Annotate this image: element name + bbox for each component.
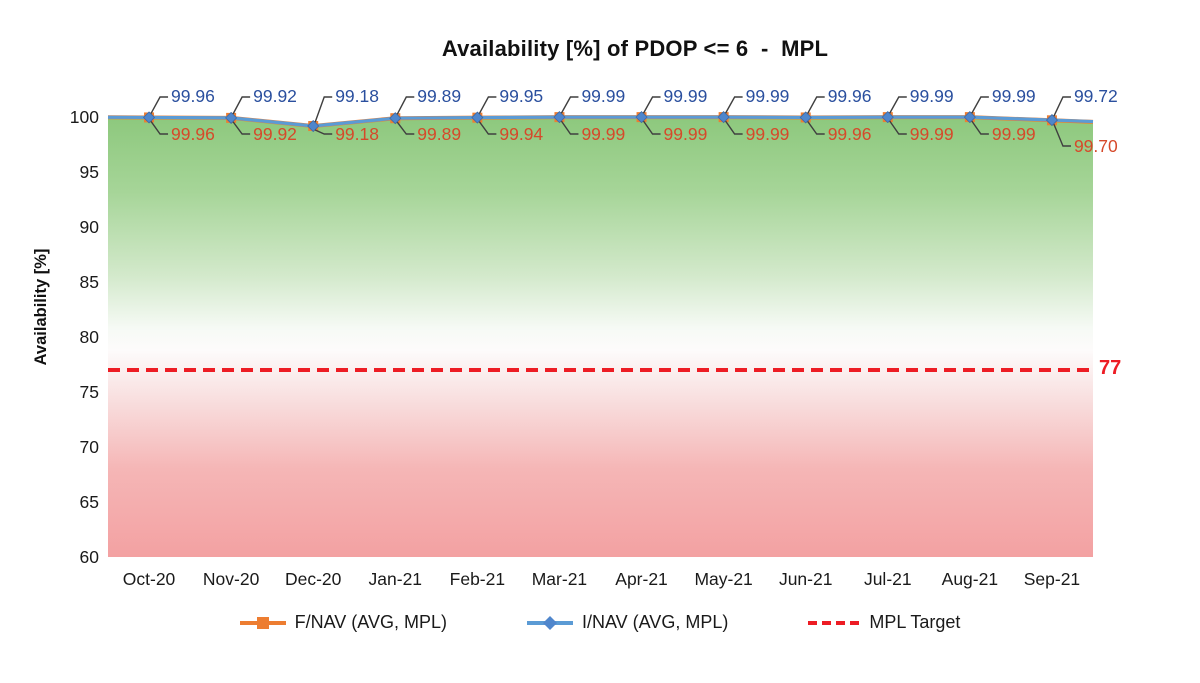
inav-label-leader-line xyxy=(396,96,415,115)
y-axis-title: Availability [%] xyxy=(32,249,50,366)
x-axis-tick-label: Jan-21 xyxy=(369,569,423,589)
fnav-data-label: 99.18 xyxy=(335,124,379,144)
fnav-label-leader-line xyxy=(478,121,497,135)
legend-item-fnav: F/NAV (AVG, MPL) xyxy=(239,612,447,633)
inav-data-label: 99.72 xyxy=(1074,86,1118,106)
x-axis-tick-label: Aug-21 xyxy=(942,569,998,589)
inav-line xyxy=(107,115,1094,128)
fnav-data-label: 99.89 xyxy=(417,124,461,144)
x-axis-tick-label: Nov-20 xyxy=(203,569,260,589)
fnav-data-label: 99.70 xyxy=(1074,136,1118,156)
inav-data-label: 99.18 xyxy=(335,86,379,106)
fnav-label-leader-line xyxy=(642,120,661,135)
fnav-label-leader-line xyxy=(232,121,251,135)
x-axis-tick-label: Jul-21 xyxy=(864,569,912,589)
y-axis-tick-label: 75 xyxy=(80,382,99,402)
fnav-label-leader-line xyxy=(314,129,333,135)
inav-data-label: 99.95 xyxy=(499,86,543,106)
fnav-data-label: 99.99 xyxy=(664,124,708,144)
inav-data-label: 99.99 xyxy=(581,86,625,106)
fnav-data-label: 99.99 xyxy=(910,124,954,144)
y-axis-tick-label: 65 xyxy=(80,492,99,512)
x-axis-tick-label: Mar-21 xyxy=(532,569,587,589)
fnav-line-square-icon xyxy=(239,616,286,629)
inav-diamond-marker xyxy=(717,111,730,124)
x-axis-tick-label: Oct-20 xyxy=(123,569,176,589)
x-axis-tick-label: May-21 xyxy=(694,569,752,589)
fnav-label-leader-line xyxy=(807,121,825,135)
inav-data-label: 99.92 xyxy=(253,86,297,106)
legend-label-target: MPL Target xyxy=(869,612,961,632)
inav-label-leader-line xyxy=(314,96,333,123)
target-value-label: 77 xyxy=(1099,357,1122,379)
inav-label-leader-line xyxy=(478,96,497,114)
inav-label-leader-line xyxy=(971,96,989,114)
inav-label-leader-line xyxy=(560,96,579,114)
fnav-data-label: 99.99 xyxy=(746,124,790,144)
legend: F/NAV (AVG, MPL) I/NAV (AVG, MPL) MPL Ta… xyxy=(0,612,1200,633)
x-axis-tick-label: Dec-20 xyxy=(285,569,342,589)
x-axis-tick-label: Sep-21 xyxy=(1024,569,1080,589)
x-axis-tick-label: Apr-21 xyxy=(615,569,668,589)
legend-label-inav: I/NAV (AVG, MPL) xyxy=(581,612,729,632)
chart-title: Availability [%] of PDOP <= 6 - MPL xyxy=(441,36,829,61)
inav-data-label: 99.96 xyxy=(171,86,215,106)
y-axis-tick-label: 90 xyxy=(80,217,100,237)
inav-diamond-marker xyxy=(881,111,894,124)
fnav-data-label: 99.96 xyxy=(171,124,215,144)
inav-diamond-marker xyxy=(799,111,812,124)
inav-data-label: 99.99 xyxy=(746,86,790,106)
fnav-data-label: 99.99 xyxy=(581,124,625,144)
inav-label-leader-line xyxy=(807,96,825,114)
inav-line-diamond-icon xyxy=(526,615,573,630)
inav-label-leader-line xyxy=(889,96,907,114)
inav-data-label: 99.99 xyxy=(664,86,708,106)
inav-diamond-marker xyxy=(471,111,484,124)
inav-data-label: 99.89 xyxy=(417,86,461,106)
y-axis-tick-label: 70 xyxy=(80,437,100,457)
fnav-label-leader-line xyxy=(150,121,169,135)
inav-diamond-marker xyxy=(1045,114,1059,127)
inav-label-leader-line xyxy=(150,96,169,114)
inav-diamond-marker xyxy=(225,111,238,124)
x-axis-tick-label: Feb-21 xyxy=(450,569,505,589)
fnav-data-label: 99.94 xyxy=(499,124,543,144)
inav-data-label: 99.96 xyxy=(828,86,872,106)
inav-diamond-marker xyxy=(389,112,402,125)
inav-label-leader-line xyxy=(725,96,743,114)
y-axis-tick-label: 60 xyxy=(80,547,100,567)
y-axis-tick-label: 100 xyxy=(70,107,99,127)
inav-label-leader-line xyxy=(642,96,661,114)
y-axis-tick-label: 80 xyxy=(80,327,100,347)
legend-label-fnav: F/NAV (AVG, MPL) xyxy=(294,612,447,632)
y-axis-tick-label: 95 xyxy=(80,162,99,182)
inav-diamond-marker xyxy=(142,111,156,124)
inav-data-label: 99.99 xyxy=(992,86,1036,106)
fnav-label-leader-line xyxy=(1053,124,1071,147)
inav-label-leader-line xyxy=(232,96,251,115)
availability-area-fill xyxy=(108,117,1093,558)
fnav-label-leader-line xyxy=(396,121,415,135)
fnav-data-label: 99.92 xyxy=(253,124,297,144)
legend-item-target: MPL Target xyxy=(808,612,960,633)
fnav-data-label: 99.96 xyxy=(828,124,872,144)
fnav-label-leader-line xyxy=(889,120,907,135)
fnav-label-leader-line xyxy=(971,120,989,135)
inav-diamond-marker xyxy=(635,111,648,124)
y-axis-tick-label: 85 xyxy=(80,272,99,292)
inav-diamond-marker xyxy=(553,111,566,124)
fnav-label-leader-line xyxy=(560,120,579,135)
target-dashed-line-icon xyxy=(808,620,861,625)
fnav-label-leader-line xyxy=(725,120,743,135)
fnav-data-label: 99.99 xyxy=(992,124,1036,144)
legend-item-inav: I/NAV (AVG, MPL) xyxy=(526,612,729,633)
inav-data-label: 99.99 xyxy=(910,86,954,106)
inav-diamond-marker xyxy=(307,119,320,133)
inav-label-leader-line xyxy=(1053,96,1071,117)
x-axis-tick-label: Jun-21 xyxy=(779,569,833,589)
inav-diamond-marker xyxy=(963,111,976,124)
